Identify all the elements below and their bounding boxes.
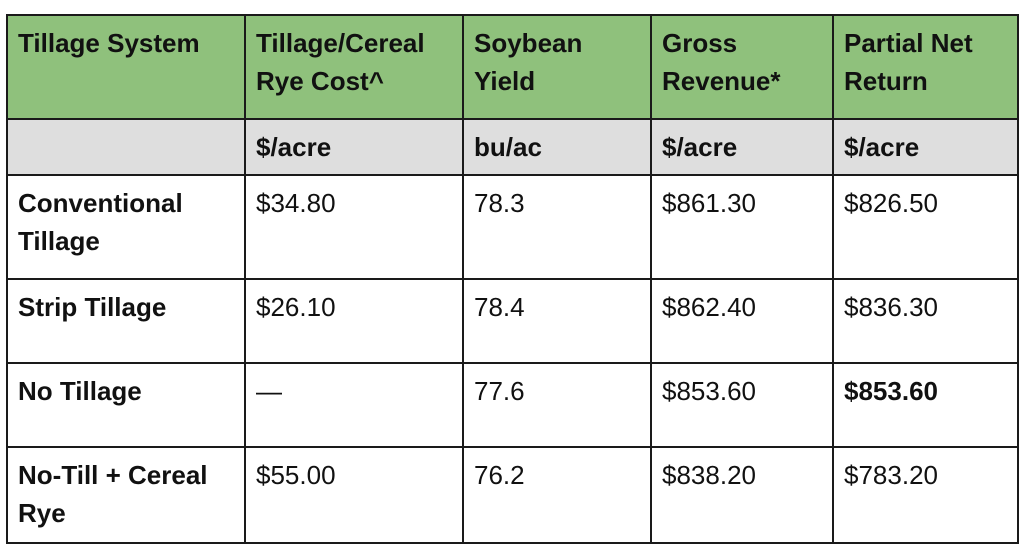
row-cost: $26.10 xyxy=(244,278,464,364)
row-system: No-Till + Cereal Rye xyxy=(6,446,246,544)
row-yield: 78.4 xyxy=(462,278,652,364)
table-row: No-Till + Cereal Rye $55.00 76.2 $838.20… xyxy=(6,446,1019,544)
row-gross-revenue: $862.40 xyxy=(650,278,834,364)
row-net-return: $836.30 xyxy=(832,278,1019,364)
header-soybean-yield: Soybean Yield xyxy=(462,14,652,120)
tillage-comparison-table-container: Tillage System Tillage/Cereal Rye Cost^ … xyxy=(6,14,1019,544)
units-row: $/acre bu/ac $/acre $/acre xyxy=(6,118,1019,176)
row-yield: 76.2 xyxy=(462,446,652,544)
row-net-return: $783.20 xyxy=(832,446,1019,544)
row-system: No Tillage xyxy=(6,362,246,448)
header-gross-revenue: Gross Revenue* xyxy=(650,14,834,120)
header-partial-net-return: Partial Net Return xyxy=(832,14,1019,120)
row-gross-revenue: $853.60 xyxy=(650,362,834,448)
row-net-return: $826.50 xyxy=(832,174,1019,280)
units-tillage-system xyxy=(6,118,246,176)
row-yield: 78.3 xyxy=(462,174,652,280)
header-cost: Tillage/Cereal Rye Cost^ xyxy=(244,14,464,120)
row-cost: $34.80 xyxy=(244,174,464,280)
row-cost: $55.00 xyxy=(244,446,464,544)
units-cost: $/acre xyxy=(244,118,464,176)
row-net-return-highlight: $853.60 xyxy=(832,362,1019,448)
row-system: Conventional Tillage xyxy=(6,174,246,280)
units-gross-revenue: $/acre xyxy=(650,118,834,176)
table-row: Conventional Tillage $34.80 78.3 $861.30… xyxy=(6,174,1019,280)
row-gross-revenue: $861.30 xyxy=(650,174,834,280)
table-row: No Tillage — 77.6 $853.60 $853.60 xyxy=(6,362,1019,448)
row-system: Strip Tillage xyxy=(6,278,246,364)
header-tillage-system: Tillage System xyxy=(6,14,246,120)
row-yield: 77.6 xyxy=(462,362,652,448)
header-row: Tillage System Tillage/Cereal Rye Cost^ … xyxy=(6,14,1019,120)
units-partial-net-return: $/acre xyxy=(832,118,1019,176)
table-row: Strip Tillage $26.10 78.4 $862.40 $836.3… xyxy=(6,278,1019,364)
tillage-comparison-table: Tillage System Tillage/Cereal Rye Cost^ … xyxy=(6,14,1019,544)
row-gross-revenue: $838.20 xyxy=(650,446,834,544)
units-soybean-yield: bu/ac xyxy=(462,118,652,176)
row-cost: — xyxy=(244,362,464,448)
